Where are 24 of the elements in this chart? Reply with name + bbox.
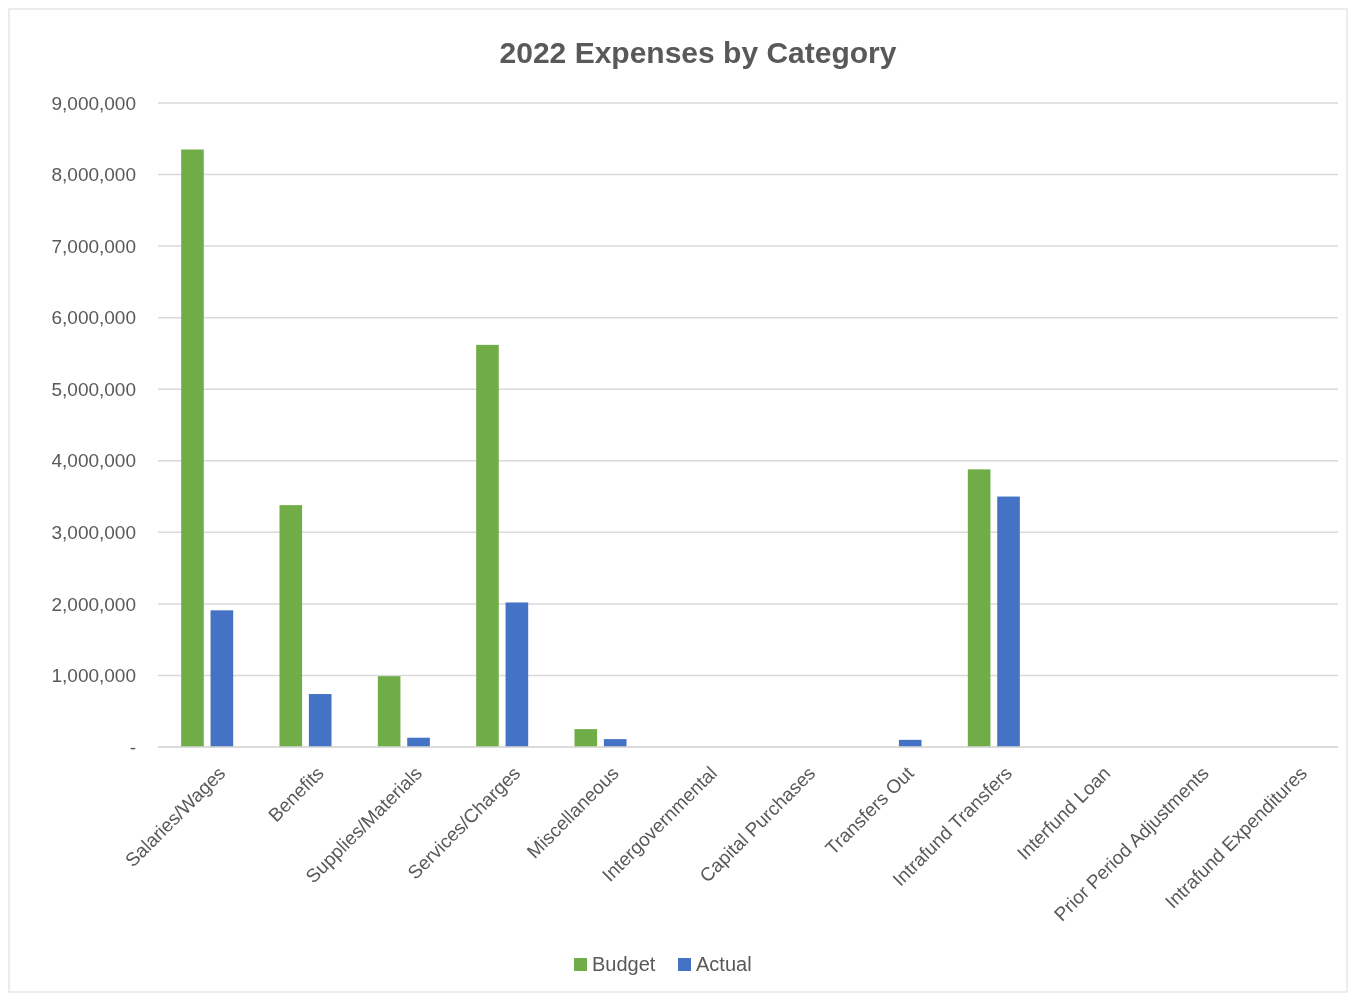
bar	[997, 496, 1020, 747]
y-tick-label: 3,000,000	[51, 521, 136, 543]
y-tick-label: 5,000,000	[51, 378, 136, 400]
legend-label: Actual	[696, 953, 752, 975]
y-tick-label: 4,000,000	[51, 450, 136, 472]
y-tick-label: 9,000,000	[51, 92, 136, 114]
bar	[377, 676, 401, 747]
bar	[308, 694, 332, 747]
bar	[279, 505, 303, 747]
y-tick-label: 6,000,000	[51, 307, 136, 329]
chart-title: 2022 Expenses by Category	[499, 36, 897, 69]
bar	[574, 729, 598, 747]
bar	[210, 610, 234, 747]
y-tick-label: 2,000,000	[51, 593, 136, 615]
bar	[505, 602, 529, 747]
bar	[476, 344, 499, 747]
y-tick-label: 1,000,000	[51, 665, 136, 687]
bar	[181, 149, 204, 747]
y-tick-label: 8,000,000	[51, 164, 136, 186]
y-tick-label: 7,000,000	[51, 235, 136, 257]
bar	[967, 469, 991, 747]
legend-label: Budget	[592, 953, 656, 975]
bar	[603, 739, 627, 747]
y-tick-label: -	[129, 736, 136, 758]
